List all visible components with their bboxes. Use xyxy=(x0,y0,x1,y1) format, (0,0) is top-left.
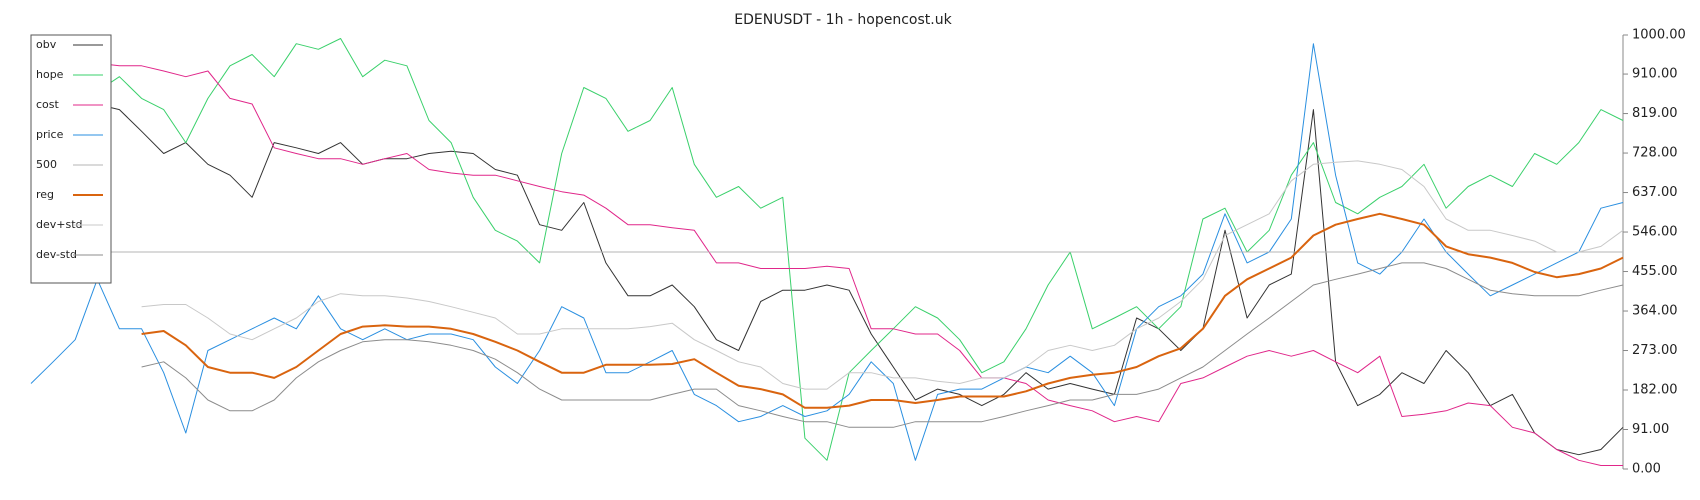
series-line xyxy=(141,160,1624,390)
legend: obv hope cost price 500 reg dev+std dev-std xyxy=(30,34,112,284)
legend-label: dev-std xyxy=(36,248,77,261)
y-tick-label: 728.00 xyxy=(1632,146,1678,161)
legend-label: reg xyxy=(36,188,54,201)
series-line xyxy=(30,56,1623,466)
y-tick-label: 273.00 xyxy=(1632,343,1678,358)
y-tick-label: 182.00 xyxy=(1632,383,1678,398)
series-line xyxy=(30,95,1624,456)
y-tick-label: 546.00 xyxy=(1632,225,1678,240)
legend-label: hope xyxy=(36,68,64,81)
chart-title: EDENUSDT - 1h - hopencost.uk xyxy=(734,12,952,28)
legend-label: price xyxy=(36,128,64,141)
y-tick-label: 91.00 xyxy=(1632,422,1669,437)
y-tick-label: 455.00 xyxy=(1632,264,1678,279)
y-tick-label: 819.00 xyxy=(1632,106,1678,121)
y-tick-label: 637.00 xyxy=(1632,185,1678,200)
series-line xyxy=(141,212,1624,409)
y-tick-label: 0.00 xyxy=(1632,462,1661,477)
legend-label: dev+std xyxy=(36,218,83,231)
series-line xyxy=(141,262,1624,428)
y-tick-label: 1000.00 xyxy=(1632,28,1686,43)
y-tick-label: 364.00 xyxy=(1632,304,1678,319)
legend-label: 500 xyxy=(36,158,57,171)
legend-box xyxy=(30,34,112,284)
series-line xyxy=(30,38,1624,461)
y-tick-label: 910.00 xyxy=(1632,67,1678,82)
legend-label: obv xyxy=(36,38,57,51)
legend-label: cost xyxy=(36,98,60,111)
series-line xyxy=(30,43,1624,461)
